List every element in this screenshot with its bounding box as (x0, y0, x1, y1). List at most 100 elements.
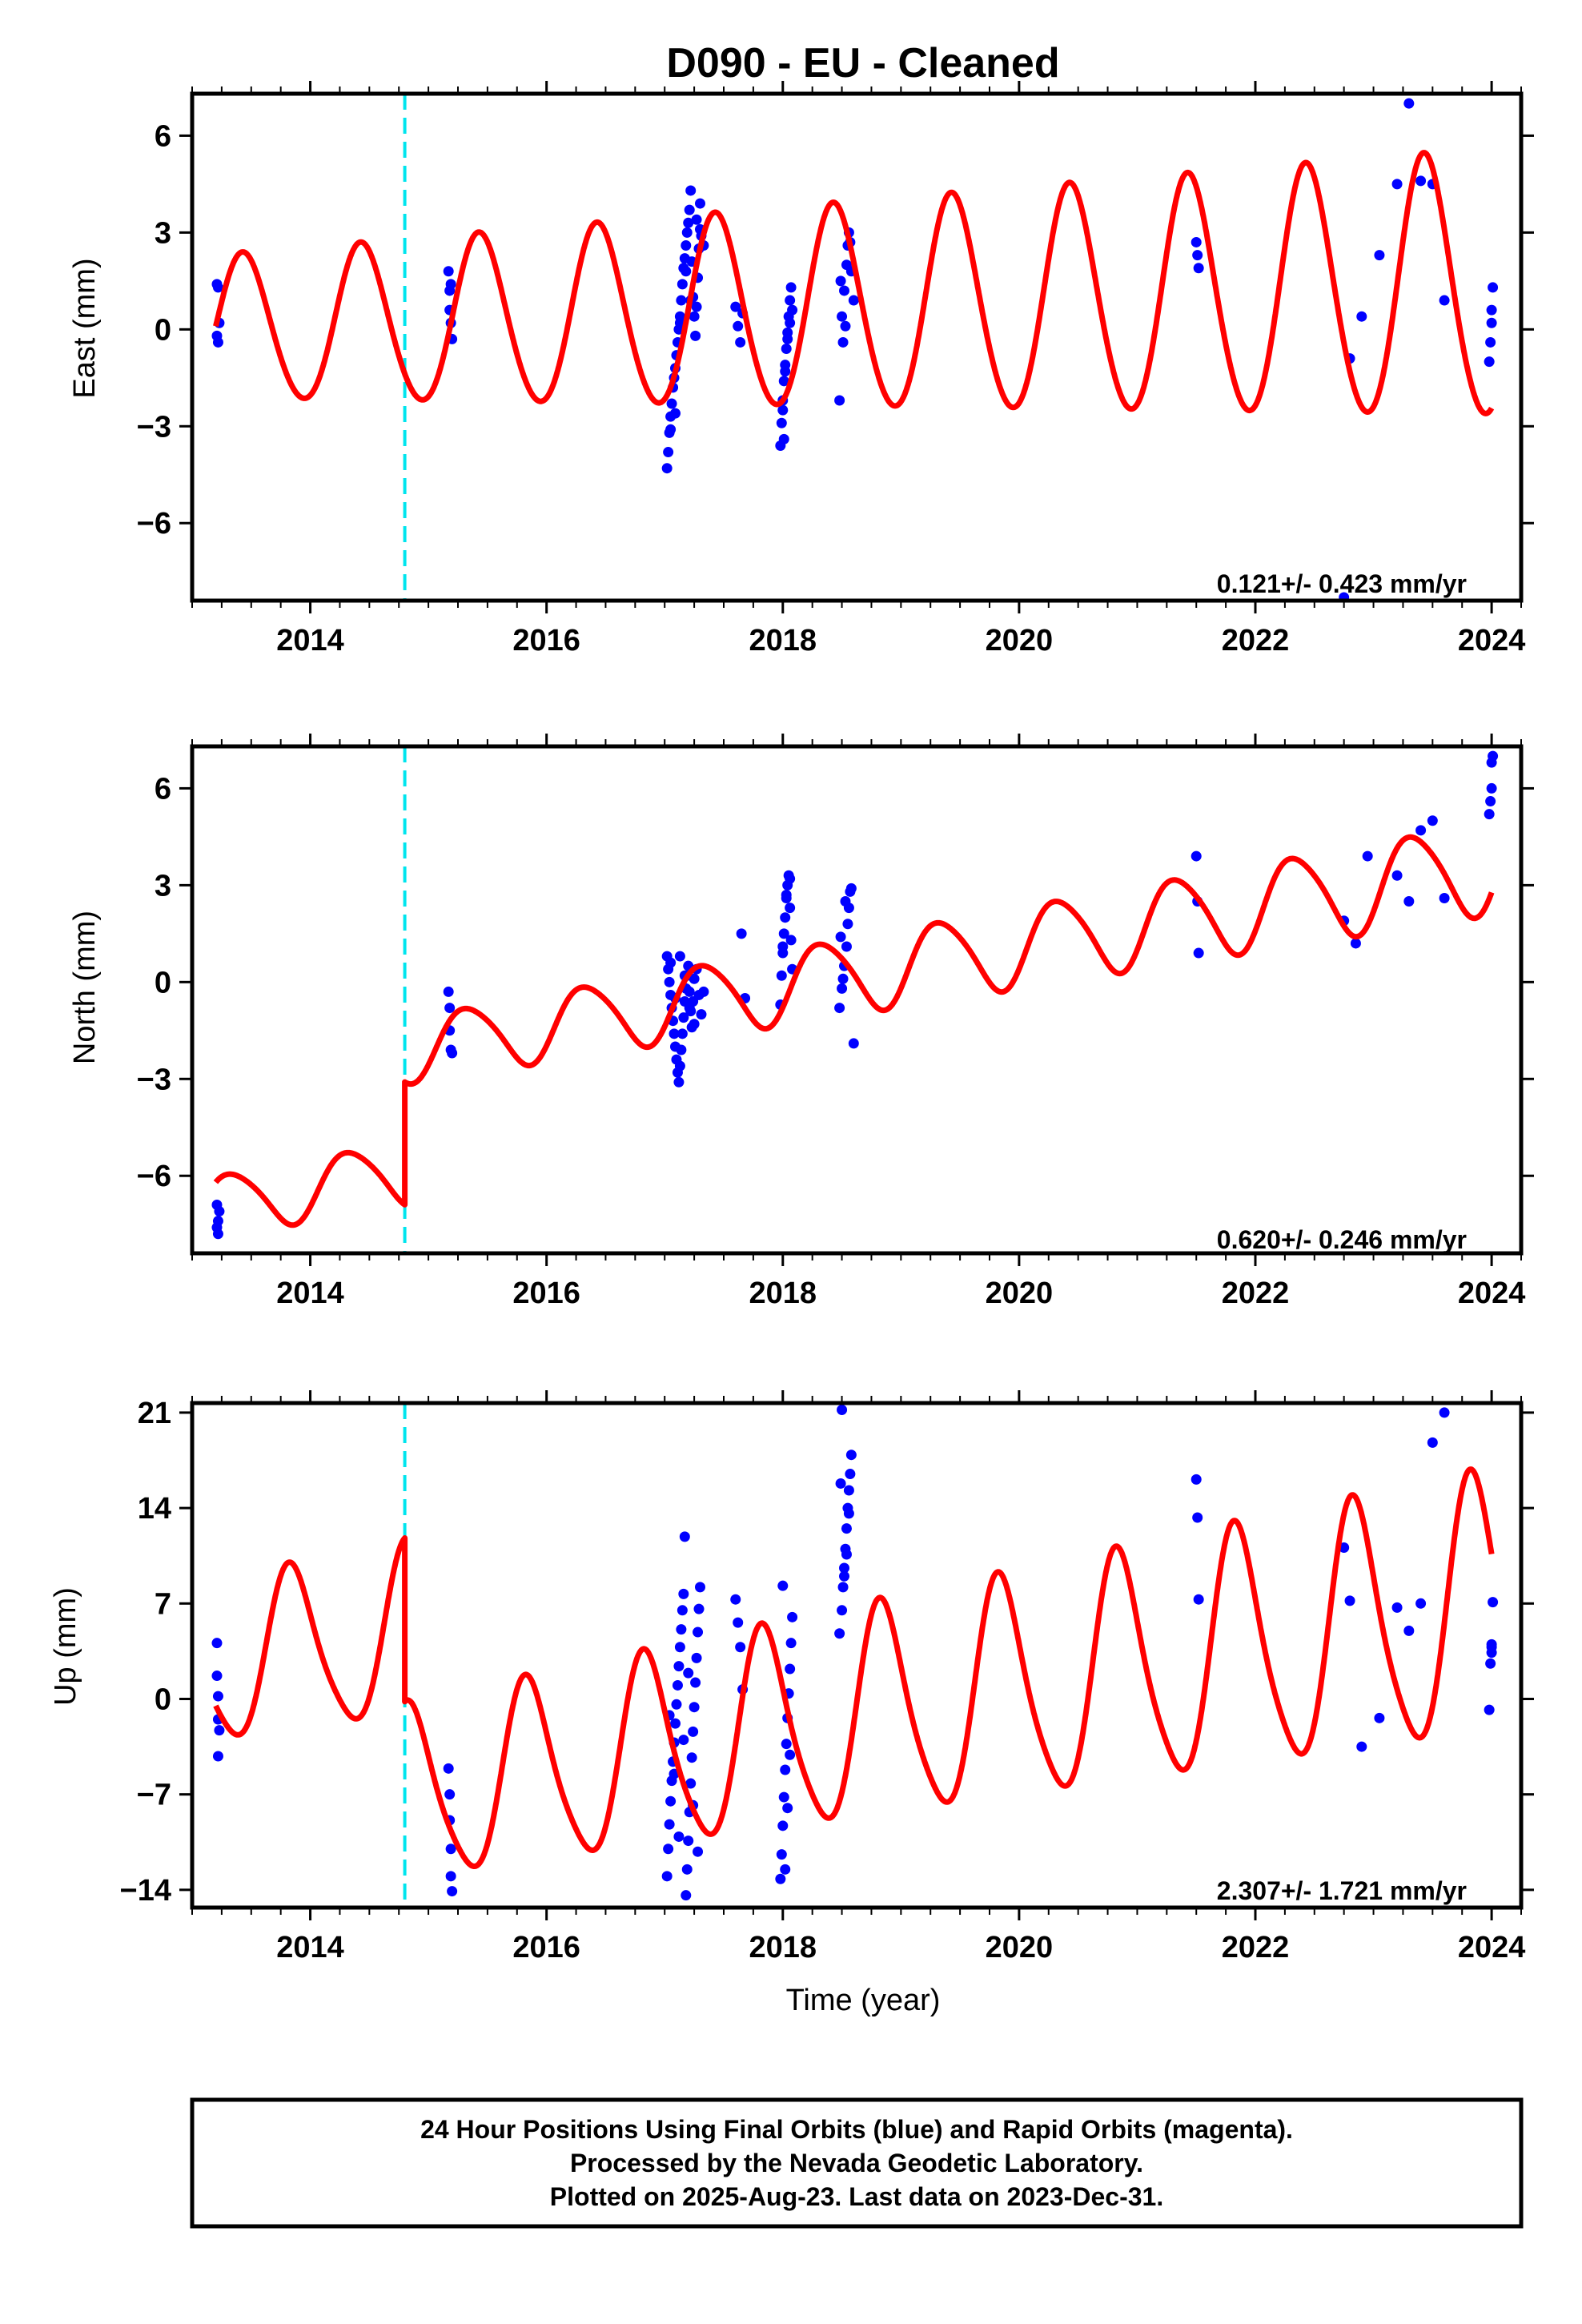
north-plot-frame (190, 744, 1524, 1256)
east-data-point (683, 217, 694, 228)
north-data-point (785, 935, 797, 946)
east-data-point (785, 317, 796, 328)
east-data-point (676, 295, 687, 306)
up-x-tick-label: 2024 (1458, 1931, 1526, 1964)
up-data-point (785, 1749, 796, 1760)
up-data-point (665, 1795, 677, 1807)
up-data-point (841, 1523, 852, 1534)
up-data-point (839, 1570, 850, 1582)
east-data-point (848, 295, 859, 306)
east-data-point (445, 279, 456, 290)
east-data-point (677, 279, 688, 290)
north-data-point (678, 1012, 689, 1023)
up-data-point (1391, 1602, 1403, 1613)
east-data-point (684, 204, 695, 215)
north-data-point (674, 1060, 685, 1072)
north-data-point (776, 970, 787, 981)
east-x-tick-label: 2014 (276, 624, 344, 657)
up-data-point (1486, 1642, 1497, 1653)
up-data-point (664, 1819, 675, 1830)
north-data-point (689, 1019, 700, 1030)
up-data-point (447, 1886, 458, 1897)
north-model-curve (213, 834, 1495, 1228)
up-data-point (841, 1549, 852, 1560)
east-x-tick-label: 2020 (986, 624, 1054, 657)
up-data-point (1484, 1704, 1495, 1715)
east-data-point (1486, 304, 1497, 316)
up-plot-frame (190, 1401, 1524, 1910)
up-data-point (1374, 1712, 1385, 1723)
north-plot-area (211, 746, 1499, 1253)
east-data-point (691, 214, 702, 225)
east-data-point (694, 198, 705, 209)
north-x-tick-label: 2024 (1458, 1277, 1526, 1310)
up-y-tick-label: 14 (138, 1492, 171, 1526)
east-y-tick-label: −3 (137, 410, 171, 444)
east-plot-area (211, 94, 1499, 601)
east-data-point (1193, 263, 1204, 274)
north-data-point (1488, 750, 1499, 762)
up-data-point (670, 1718, 681, 1729)
north-rate-label: 0.620+/- 0.246 mm/yr (1217, 1225, 1467, 1254)
up-data-point (212, 1751, 223, 1762)
east-data-point (670, 408, 681, 419)
up-data-point (683, 1667, 694, 1679)
up-data-point (689, 1702, 700, 1713)
east-data-point (1488, 282, 1499, 293)
up-data-point (776, 1849, 787, 1860)
footer-line-2: Processed by the Nevada Geodetic Laborat… (570, 2149, 1143, 2177)
up-data-point (679, 1531, 690, 1542)
east-data-point (1403, 98, 1415, 109)
up-x-tick-label: 2016 (512, 1931, 580, 1964)
east-data-point (735, 336, 746, 348)
up-data-point (681, 1864, 693, 1875)
up-data-point (781, 1739, 792, 1750)
up-data-point (845, 1469, 856, 1480)
up-data-point (1488, 1597, 1499, 1608)
up-data-point (678, 1735, 689, 1746)
up-data-point (843, 1508, 854, 1519)
up-data-point (777, 1820, 789, 1831)
up-data-point (780, 1864, 791, 1875)
east-x-tick-label: 2024 (1458, 624, 1526, 657)
figure-title: D090 - EU - Cleaned (666, 40, 1059, 86)
up-data-point (785, 1638, 797, 1649)
footer-line-1: 24 Hour Positions Using Final Orbits (bl… (420, 2115, 1293, 2144)
north-data-point (674, 951, 685, 962)
north-data-point (842, 919, 853, 930)
north-y-axis-label: North (mm) (68, 911, 102, 1064)
east-data-point (1356, 311, 1367, 322)
east-data-point (666, 398, 677, 409)
up-data-point (445, 1871, 456, 1882)
north-data-point (840, 896, 851, 907)
up-y-tick-label: −14 (120, 1874, 171, 1908)
east-data-point (1192, 250, 1203, 261)
up-data-point (1192, 1512, 1203, 1523)
east-data-point (212, 336, 223, 348)
north-data-point (785, 873, 796, 884)
up-data-point (777, 1580, 789, 1591)
north-data-point (736, 928, 747, 939)
east-data-point (781, 344, 792, 355)
up-data-point (735, 1642, 746, 1653)
north-data-point (684, 986, 695, 997)
east-data-point (1484, 356, 1495, 368)
east-panel: East (mm) 0.121+/- 0.423 mm/yr 2014 2016 2… (68, 81, 1534, 657)
north-data-point (845, 883, 857, 894)
up-data-point (1439, 1407, 1450, 1418)
up-y-tick-label: 7 (155, 1587, 171, 1621)
north-data-point (664, 976, 675, 987)
north-data-point (1439, 892, 1450, 903)
up-data-point (214, 1725, 225, 1736)
north-x-tick-label: 2016 (512, 1277, 580, 1310)
east-data-point (663, 447, 674, 458)
north-x-tick-label: 2022 (1222, 1277, 1290, 1310)
north-data-point (777, 941, 789, 952)
north-x-tick-label: 2020 (986, 1277, 1054, 1310)
north-y-tick-label: 3 (155, 869, 171, 903)
east-data-point (689, 311, 700, 322)
up-data-point (837, 1405, 848, 1416)
north-data-point (696, 1009, 707, 1020)
up-data-point (1403, 1625, 1415, 1636)
